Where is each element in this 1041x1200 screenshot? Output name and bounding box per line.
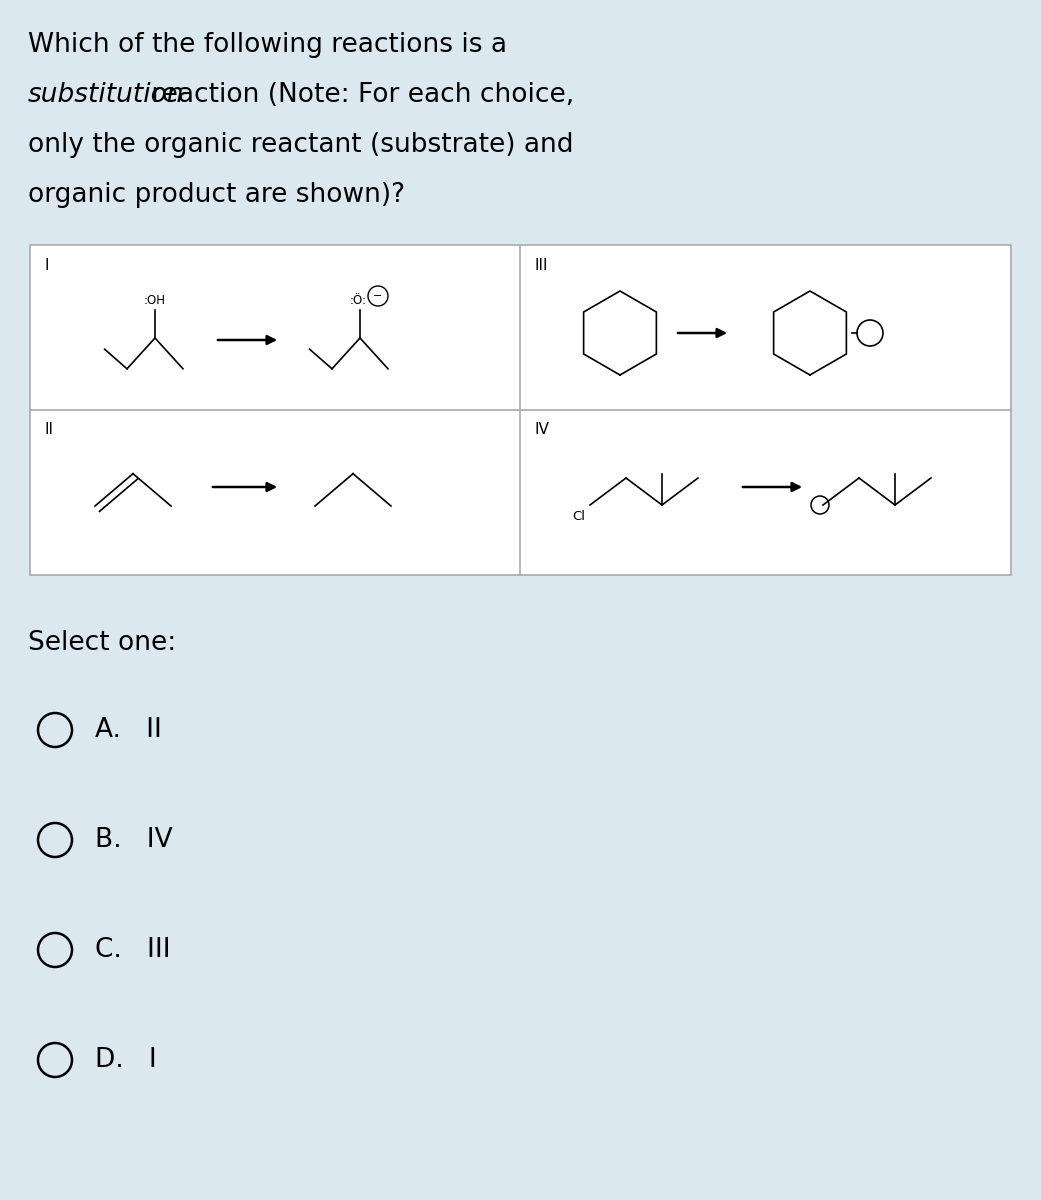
Text: III: III xyxy=(535,258,549,272)
Text: C.   III: C. III xyxy=(95,937,171,962)
Text: −: − xyxy=(374,290,383,301)
Text: A.   II: A. II xyxy=(95,716,161,743)
Text: Cl: Cl xyxy=(572,510,585,523)
Text: B.   IV: B. IV xyxy=(95,827,173,853)
Text: Which of the following reactions is a: Which of the following reactions is a xyxy=(28,32,507,58)
Text: I: I xyxy=(45,258,50,272)
Text: reaction (Note: For each choice,: reaction (Note: For each choice, xyxy=(143,82,575,108)
Text: II: II xyxy=(45,422,54,437)
Text: D.   I: D. I xyxy=(95,1046,157,1073)
Text: organic product are shown)?: organic product are shown)? xyxy=(28,182,405,208)
Text: :Ö:: :Ö: xyxy=(350,294,366,307)
Text: IV: IV xyxy=(535,422,550,437)
Text: :OH: :OH xyxy=(144,294,166,307)
FancyBboxPatch shape xyxy=(30,245,1011,575)
Text: only the organic reactant (substrate) and: only the organic reactant (substrate) an… xyxy=(28,132,574,158)
Text: Select one:: Select one: xyxy=(28,630,176,656)
Text: substitution: substitution xyxy=(28,82,184,108)
